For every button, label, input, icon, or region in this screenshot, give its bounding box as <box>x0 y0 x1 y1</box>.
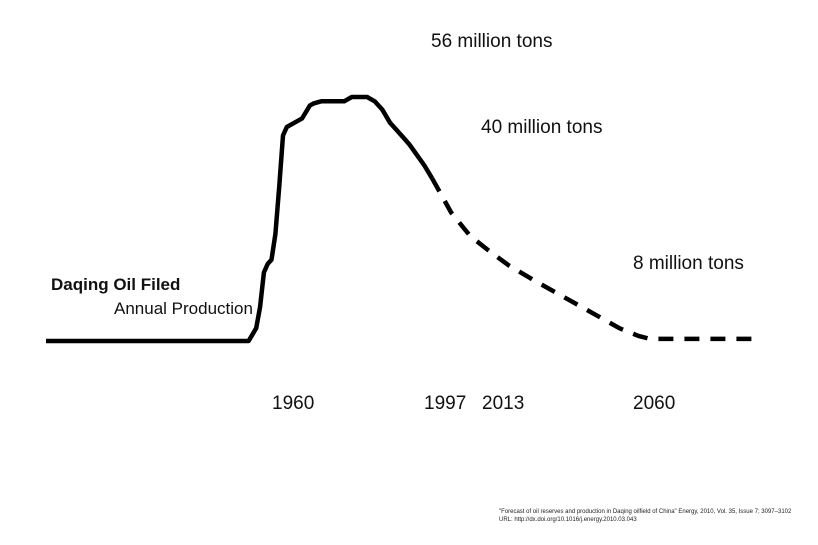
historical-production-line <box>46 94 435 344</box>
x-tick-label: 2013 <box>482 393 525 414</box>
annotation-2060: 8 million tons <box>633 253 744 274</box>
source-line-1: "Forecast of oil reserves and production… <box>499 509 792 515</box>
x-tick-label: 1997 <box>424 393 467 414</box>
chart-title: Daqing Oil Filed <box>51 275 181 294</box>
source-line-2: URL: http://dx.doi.org/10.1016/j.energy.… <box>499 517 637 523</box>
x-tick-label: 2060 <box>633 393 676 414</box>
source-citation: "Forecast of oil reserves and production… <box>499 508 791 524</box>
annotation-2013: 40 million tons <box>481 117 603 138</box>
x-tick-label: 1960 <box>272 393 315 414</box>
chart-subtitle: Annual Production <box>114 299 253 318</box>
peak-annotation: 56 million tons <box>431 31 553 52</box>
